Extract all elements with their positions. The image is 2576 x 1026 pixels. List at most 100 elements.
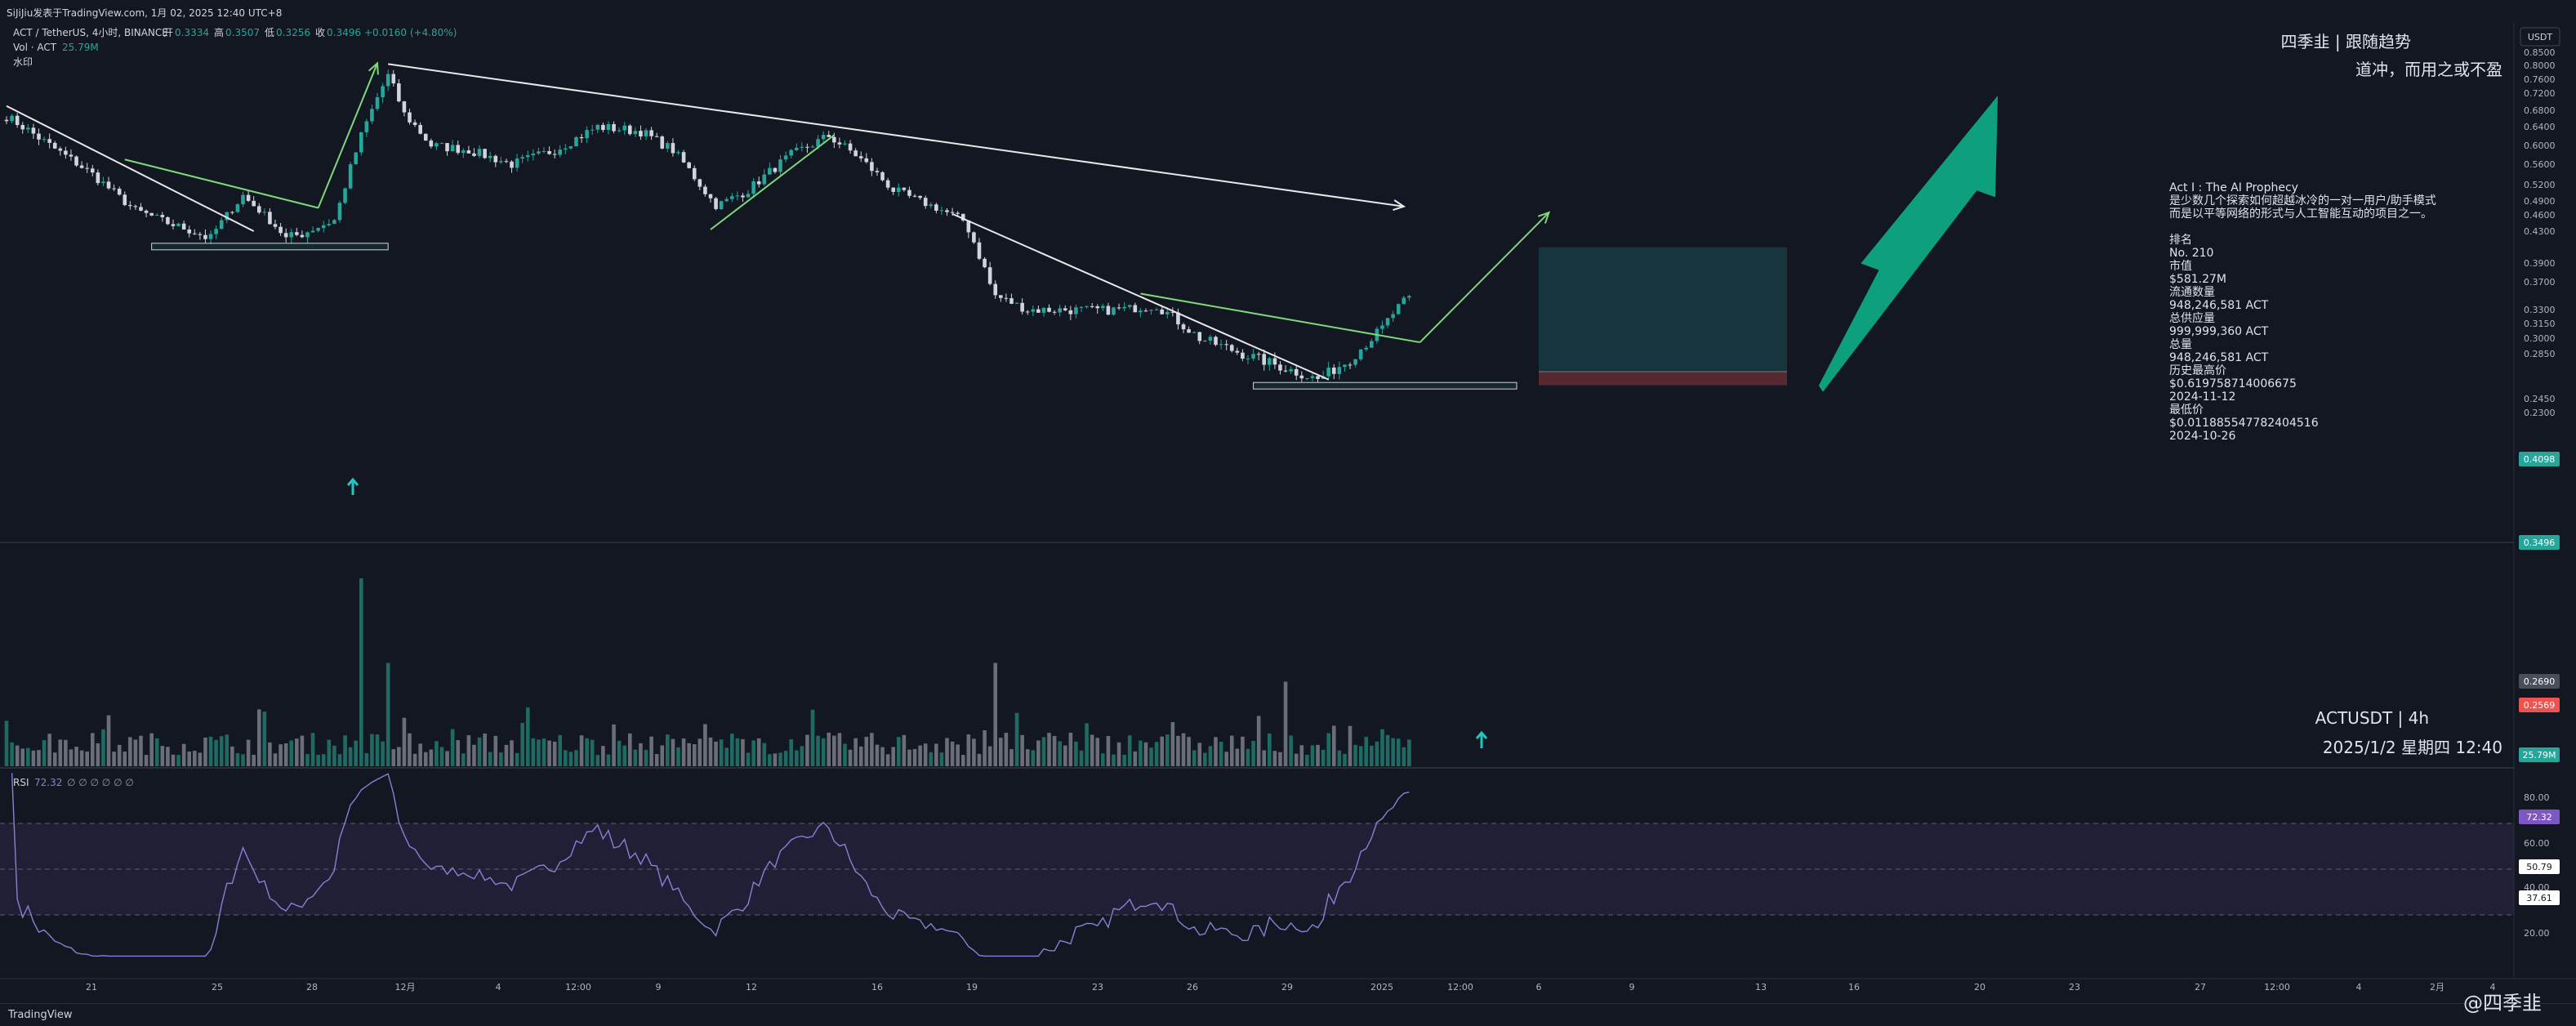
- price-tick-label: 0.2850: [2524, 349, 2556, 359]
- volume-bar: [256, 709, 261, 766]
- trend-line[interactable]: [1419, 212, 1550, 343]
- volume-bar: [456, 740, 461, 766]
- trend-line[interactable]: [952, 212, 1330, 381]
- candle-body: [1176, 312, 1180, 325]
- volume-bar: [283, 743, 288, 766]
- candle-body: [864, 158, 869, 163]
- candle-body: [681, 152, 686, 163]
- volume-bar: [821, 738, 826, 766]
- volume-bar: [993, 662, 998, 766]
- volume-bar: [644, 749, 648, 766]
- volume-bar: [768, 754, 772, 766]
- bullish-arrow-icon[interactable]: [1818, 96, 1999, 392]
- candle-body: [1139, 310, 1143, 313]
- volume-bar: [515, 752, 519, 766]
- volume-bar: [880, 747, 885, 766]
- price-tick-label: 0.4600: [2524, 210, 2556, 221]
- candle-body: [504, 161, 509, 163]
- currency-button[interactable]: [2520, 27, 2560, 47]
- volume-bar: [10, 742, 14, 766]
- candle-body: [219, 220, 224, 230]
- long-position-tool[interactable]: [1539, 247, 1787, 386]
- trend-line[interactable]: [317, 63, 378, 208]
- candle-body: [26, 127, 30, 130]
- candle-body: [751, 181, 755, 194]
- candle-body: [590, 129, 595, 131]
- trend-line[interactable]: [388, 63, 1404, 207]
- volume-bar: [612, 724, 616, 766]
- volume-bar: [1036, 740, 1041, 766]
- candle-body: [870, 162, 874, 172]
- volume-bar: [85, 751, 89, 766]
- volume-bar: [295, 738, 299, 766]
- trend-line[interactable]: [124, 158, 319, 209]
- candle-body: [198, 234, 203, 235]
- volume-bar: [1122, 754, 1126, 766]
- volume-bar: [746, 752, 751, 766]
- time-tick-label: 20: [1974, 982, 1985, 993]
- time-tick-label: 25: [212, 982, 223, 993]
- candle-body: [515, 158, 519, 168]
- candle-body: [1165, 311, 1170, 314]
- candle-body: [853, 150, 858, 157]
- candle-body: [1112, 307, 1116, 315]
- volume-bar: [1143, 742, 1148, 766]
- rsi-line: [11, 773, 1410, 957]
- volume-bar: [1283, 681, 1288, 766]
- volume-bar: [1149, 747, 1153, 766]
- info-line: 而是以平等网络的形式与人工智能互动的项目之一。: [2169, 207, 2432, 221]
- volume-bar: [354, 740, 358, 766]
- volume-bar: [703, 724, 707, 766]
- candle-body: [1331, 368, 1336, 374]
- candle-body: [1095, 306, 1100, 309]
- target-zone[interactable]: [1539, 247, 1787, 372]
- volume-bar: [666, 734, 670, 766]
- volume-bar: [633, 749, 638, 766]
- candle-body: [450, 145, 455, 152]
- volume-bar: [386, 662, 390, 766]
- candle-body: [1402, 297, 1406, 305]
- candle-body: [144, 210, 149, 213]
- trend-line[interactable]: [6, 105, 255, 232]
- volume-bar: [1219, 742, 1223, 766]
- candle-body: [714, 198, 718, 209]
- support-box[interactable]: [1253, 381, 1518, 390]
- candle-body: [348, 164, 353, 189]
- support-box[interactable]: [151, 243, 389, 251]
- price-badge: [2519, 674, 2560, 689]
- volume-bar: [402, 717, 407, 766]
- candle-body: [397, 83, 401, 102]
- time-tick-label: 26: [1187, 982, 1198, 993]
- candle-body: [1187, 329, 1191, 333]
- candle-body: [741, 195, 745, 198]
- info-line: $581.27M: [2169, 273, 2226, 286]
- info-line: 最低价: [2169, 404, 2204, 417]
- volume-bar: [585, 738, 589, 766]
- price-tick-label: 0.5600: [2524, 159, 2556, 170]
- volume-bar: [805, 734, 809, 766]
- candle-body: [101, 181, 105, 184]
- price-axis[interactable]: 0.8500 0.8000 0.7600 0.7200 0.6800 0.6400 0.60…: [2519, 47, 2560, 762]
- info-line: 999,999,360 ACT: [2169, 325, 2269, 338]
- candle-body: [408, 112, 412, 123]
- volume-bar: [1009, 749, 1014, 766]
- trend-line[interactable]: [710, 134, 835, 230]
- volume-bar: [112, 752, 116, 766]
- candle-body: [343, 188, 347, 203]
- time-axis[interactable]: 21 25 28 12月 4 12:00 9 12 16 19 23 26 29 2025 12:00 6 9 1…: [86, 982, 2496, 993]
- candle-body: [359, 132, 363, 153]
- trend-line[interactable]: [1140, 292, 1420, 344]
- trend-lines[interactable]: [6, 61, 1551, 390]
- volume-bar: [1192, 750, 1197, 766]
- volume-bar: [154, 738, 159, 766]
- candle-body: [499, 161, 503, 163]
- time-tick-label: 9: [656, 982, 662, 993]
- volume-bar: [1289, 735, 1293, 766]
- candle-body: [52, 142, 57, 149]
- candle-body: [273, 224, 278, 227]
- stop-zone[interactable]: [1539, 372, 1787, 386]
- volume-bar: [1079, 750, 1084, 766]
- volume-bar: [756, 738, 761, 766]
- volume-bar: [574, 750, 578, 766]
